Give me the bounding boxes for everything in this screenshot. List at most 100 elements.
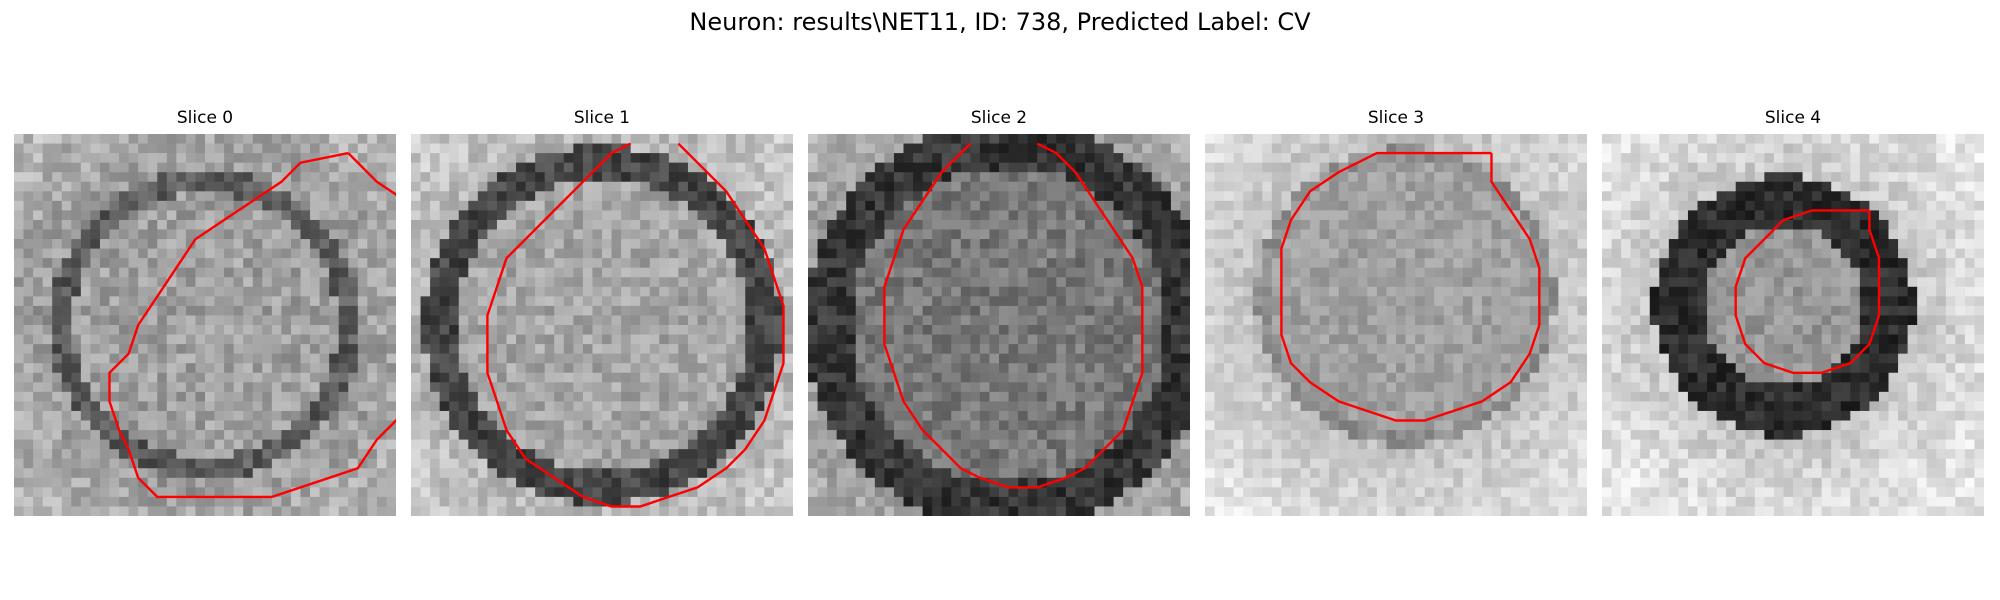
pixel-cell bbox=[932, 391, 943, 402]
pixel-cell bbox=[754, 239, 765, 250]
pixel-cell bbox=[1367, 162, 1378, 173]
pixel-cell bbox=[477, 191, 488, 202]
pixel-cell bbox=[1018, 372, 1029, 383]
pixel-cell bbox=[1046, 391, 1057, 402]
pixel-cell bbox=[1151, 267, 1162, 278]
pixel-cell bbox=[195, 353, 206, 364]
pixel-cell bbox=[1065, 325, 1076, 336]
pixel-cell bbox=[941, 430, 952, 441]
pixel-cell bbox=[874, 458, 885, 469]
pixel-cell bbox=[960, 391, 971, 402]
pixel-cell bbox=[1142, 134, 1153, 145]
pixel-cell bbox=[970, 325, 981, 336]
pixel-cell bbox=[271, 172, 282, 183]
pixel-cell bbox=[1180, 506, 1190, 516]
pixel-cell bbox=[411, 143, 422, 154]
pixel-cell bbox=[516, 430, 527, 441]
pixel-cell bbox=[649, 286, 660, 297]
pixel-cell bbox=[941, 134, 952, 145]
pixel-cell bbox=[157, 506, 168, 516]
pixel-cell bbox=[808, 239, 819, 250]
pixel-cell bbox=[357, 468, 368, 479]
pixel-cell bbox=[1094, 134, 1105, 145]
pixel-cell bbox=[951, 286, 962, 297]
pixel-cell bbox=[999, 458, 1010, 469]
pixel-cell bbox=[932, 229, 943, 240]
pixel-cell bbox=[33, 219, 44, 231]
pixel-cell bbox=[166, 229, 177, 240]
pixel-cell bbox=[1132, 439, 1143, 450]
pixel-cell bbox=[138, 410, 149, 422]
pixel-cell bbox=[678, 344, 689, 355]
pixel-cell bbox=[42, 449, 53, 460]
pixel-cell bbox=[1056, 248, 1067, 259]
pixel-cell bbox=[487, 401, 498, 412]
pixel-cell bbox=[554, 477, 565, 488]
pixel-cell bbox=[668, 410, 679, 422]
pixel-cell bbox=[1180, 153, 1190, 164]
pixel-cell bbox=[90, 267, 101, 278]
pixel-cell bbox=[602, 458, 613, 469]
pixel-cell bbox=[1170, 200, 1182, 211]
pixel-cell bbox=[157, 315, 168, 326]
pixel-cell bbox=[951, 439, 962, 450]
pixel-cell bbox=[458, 410, 469, 422]
pixel-cell bbox=[61, 410, 72, 422]
pixel-cell bbox=[611, 210, 622, 221]
pixel-cell bbox=[262, 286, 273, 297]
pixel-cell bbox=[449, 487, 460, 498]
pixel-cell bbox=[745, 325, 756, 336]
pixel-cell bbox=[147, 496, 158, 508]
pixel-cell bbox=[357, 487, 368, 498]
pixel-cell bbox=[1142, 420, 1153, 431]
pixel-cell bbox=[1075, 191, 1086, 202]
pixel-cell bbox=[411, 210, 422, 221]
pixel-cell bbox=[855, 172, 866, 183]
pixel-cell bbox=[1018, 172, 1029, 183]
pixel-cell bbox=[846, 191, 857, 202]
pixel-cell bbox=[233, 210, 244, 221]
pixel-cell bbox=[922, 229, 933, 240]
pixel-cell bbox=[310, 458, 321, 469]
pixel-cell bbox=[214, 277, 225, 288]
pixel-cell bbox=[281, 210, 292, 221]
pixel-cell bbox=[310, 181, 321, 192]
pixel-cell bbox=[865, 439, 876, 450]
pixel-cell bbox=[1161, 439, 1172, 450]
pixel-cell bbox=[119, 305, 130, 317]
pixel-cell bbox=[252, 286, 263, 297]
pixel-cell bbox=[1027, 344, 1038, 355]
pixel-cell bbox=[329, 315, 340, 326]
pixel-cell bbox=[319, 477, 330, 488]
pixel-cell bbox=[224, 277, 235, 288]
pixel-cell bbox=[1170, 372, 1182, 383]
pixel-cell bbox=[960, 172, 971, 183]
pixel-cell bbox=[176, 496, 187, 508]
pixel-cell bbox=[630, 134, 641, 145]
pixel-cell bbox=[357, 229, 368, 240]
pixel-cell bbox=[865, 353, 876, 364]
pixel-cell bbox=[61, 210, 72, 221]
pixel-cell bbox=[1170, 344, 1182, 355]
pixel-cell bbox=[687, 439, 699, 450]
pixel-cell bbox=[357, 344, 368, 355]
pixel-cell bbox=[487, 210, 498, 221]
pixel-cell bbox=[535, 496, 546, 508]
pixel-cell bbox=[659, 239, 670, 250]
pixel-cell bbox=[1027, 496, 1038, 508]
pixel-cell bbox=[1151, 468, 1162, 479]
pixel-cell bbox=[951, 239, 962, 250]
pixel-cell bbox=[783, 315, 793, 326]
pixel-cell bbox=[726, 267, 737, 278]
pixel-cell bbox=[138, 391, 149, 402]
pixel-cell bbox=[1027, 258, 1038, 269]
pixel-cell bbox=[1008, 229, 1019, 240]
pixel-cell bbox=[430, 449, 441, 460]
pixel-cell bbox=[1170, 325, 1182, 336]
pixel-cell bbox=[1104, 315, 1115, 326]
pixel-cell bbox=[668, 382, 679, 393]
pixel-cell bbox=[1214, 134, 1225, 145]
pixel-cell bbox=[185, 382, 197, 393]
pixel-cell bbox=[687, 468, 699, 479]
pixel-cell bbox=[621, 267, 632, 278]
